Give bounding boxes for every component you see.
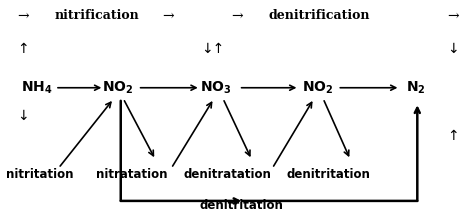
Text: denitritation: denitritation <box>200 199 283 212</box>
Text: ↓↑: ↓↑ <box>201 42 224 56</box>
Text: →: → <box>18 9 29 23</box>
Text: ↑: ↑ <box>18 42 29 56</box>
Text: ↓: ↓ <box>447 42 458 56</box>
Text: nitritation: nitritation <box>6 168 73 181</box>
Text: nitrification: nitrification <box>55 9 139 22</box>
Text: →: → <box>447 9 458 23</box>
Text: ↑: ↑ <box>447 129 458 143</box>
Text: $\mathbf{NO_2}$: $\mathbf{NO_2}$ <box>102 79 133 96</box>
Text: $\mathbf{NH_4}$: $\mathbf{NH_4}$ <box>21 79 53 96</box>
Text: $\mathbf{NO_3}$: $\mathbf{NO_3}$ <box>201 79 232 96</box>
Text: nitratation: nitratation <box>96 168 167 181</box>
Text: denitritation: denitritation <box>287 168 371 181</box>
Text: $\mathbf{N_2}$: $\mathbf{N_2}$ <box>406 79 426 96</box>
Text: →: → <box>231 9 243 23</box>
Text: $\mathbf{NO_2}$: $\mathbf{NO_2}$ <box>301 79 333 96</box>
Text: denitratation: denitratation <box>184 168 272 181</box>
Text: →: → <box>162 9 174 23</box>
Text: ↓: ↓ <box>18 109 29 123</box>
Text: denitrification: denitrification <box>269 9 370 22</box>
